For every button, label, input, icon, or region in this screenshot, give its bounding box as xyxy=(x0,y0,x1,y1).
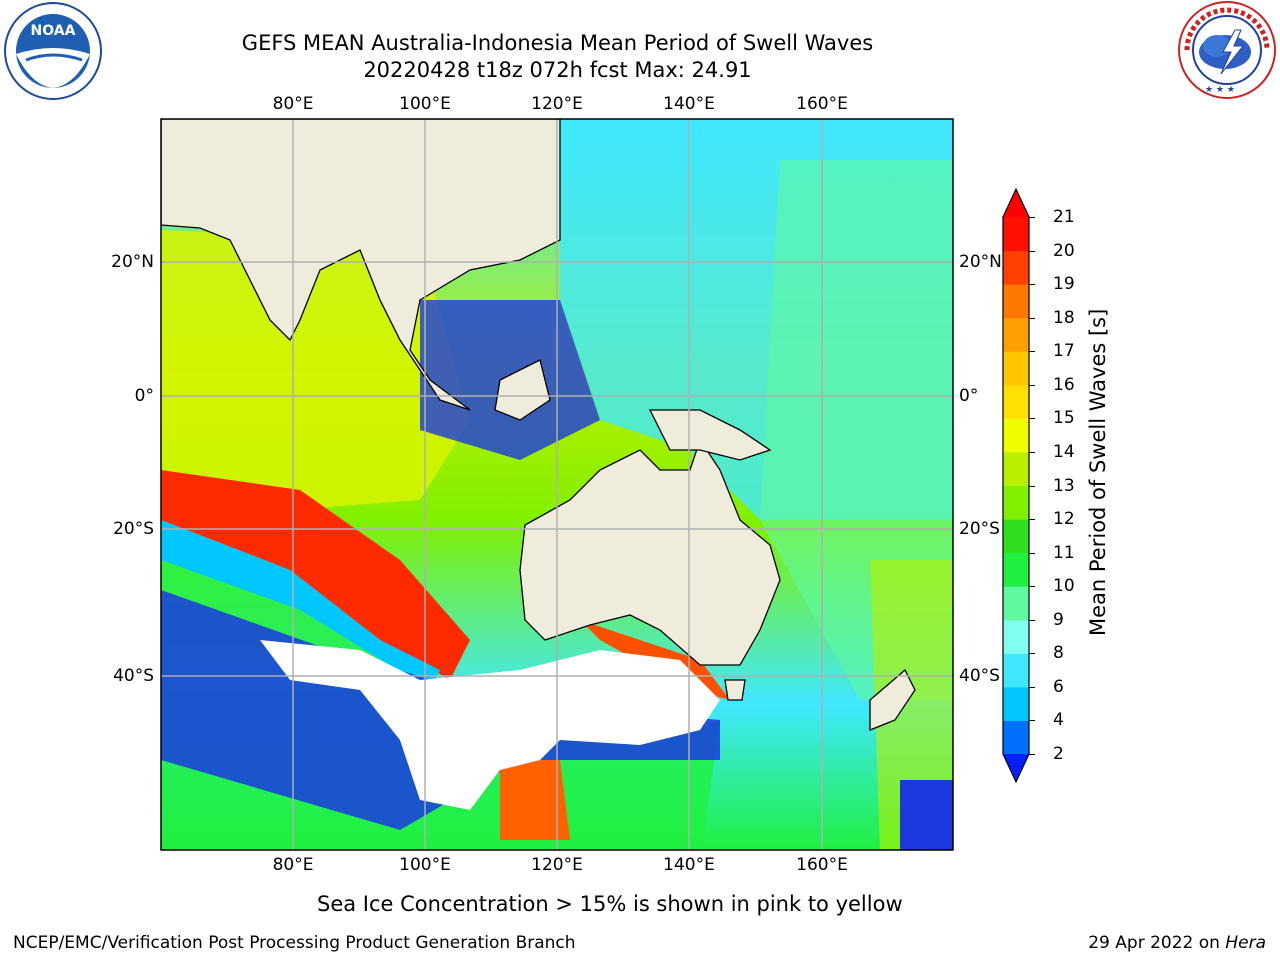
colorbar-tick-mark xyxy=(1029,586,1035,588)
y-tick-right-20s: 20°S xyxy=(959,519,1000,539)
colorbar-swatch-11 xyxy=(1003,351,1029,386)
colorbar-swatch-12 xyxy=(1003,317,1029,352)
y-tick-left-0: 0° xyxy=(134,386,154,406)
colorbar-tick-label: 2 xyxy=(1053,744,1064,764)
colorbar-swatch-2 xyxy=(1003,653,1029,688)
x-tick-top-160e: 160°E xyxy=(796,94,848,114)
new-zealand-landmass xyxy=(869,668,916,731)
chart-subtitle: 20220428 t18z 072h fcst Max: 24.91 xyxy=(363,58,752,82)
x-tick-top-140e: 140°E xyxy=(663,94,715,114)
colorbar-tick-mark xyxy=(1029,754,1035,755)
noaa-logo-text: NOAA xyxy=(31,23,76,39)
colorbar-swatch-0 xyxy=(1003,720,1029,755)
colorbar-swatch-9 xyxy=(1003,418,1029,453)
colorbar-tick-mark xyxy=(1029,250,1035,252)
footer-host: Hera xyxy=(1225,933,1266,953)
colorbar-swatch-13 xyxy=(1003,284,1029,319)
colorbar-tick-label: 20 xyxy=(1053,240,1075,261)
colorbar-under-arrow xyxy=(1003,754,1029,782)
nws-logo: ★ ★ ★ xyxy=(1177,0,1277,100)
colorbar-swatch-7 xyxy=(1003,485,1029,520)
y-tick-right-0: 0° xyxy=(959,386,979,406)
tasmania-landmass xyxy=(724,679,746,701)
colorbar-over-arrow xyxy=(1003,189,1029,217)
x-tick-bottom-100e: 100°E xyxy=(399,855,451,875)
footer-left: NCEP/EMC/Verification Post Processing Pr… xyxy=(13,933,576,953)
x-tick-bottom-120e: 120°E xyxy=(531,855,583,875)
australia-landmass xyxy=(519,438,781,666)
colorbar-tick-label: 8 xyxy=(1053,643,1064,664)
x-tick-top-120e: 120°E xyxy=(531,94,583,114)
colorbar-tick-label: 11 xyxy=(1053,542,1075,563)
colorbar-tick-label: 21 xyxy=(1053,207,1075,227)
colorbar-swatch-5 xyxy=(1003,552,1029,587)
colorbar-tick-mark xyxy=(1029,351,1035,353)
y-tick-right-20n: 20°N xyxy=(959,252,1002,272)
y-tick-right-40s: 40°S xyxy=(959,666,1000,686)
colorbar-label: Mean Period of Swell Waves [s] xyxy=(1086,308,1110,636)
svg-text:★ ★ ★: ★ ★ ★ xyxy=(1205,85,1235,95)
noaa-logo: NOAA xyxy=(4,2,102,100)
x-tick-bottom-160e: 160°E xyxy=(796,855,848,875)
colorbar-tick-label: 4 xyxy=(1053,710,1064,731)
colorbar-tick-mark xyxy=(1029,217,1035,218)
colorbar-tick-mark xyxy=(1029,418,1035,420)
colorbar-swatch-14 xyxy=(1003,250,1029,285)
colorbar-tick-label: 10 xyxy=(1053,576,1075,597)
x-tick-top-80e: 80°E xyxy=(272,94,314,114)
colorbar-swatch-8 xyxy=(1003,451,1029,486)
colorbar-tick-label: 19 xyxy=(1053,274,1075,295)
colorbar-swatch-6 xyxy=(1003,519,1029,554)
colorbar-tick-mark xyxy=(1029,619,1035,621)
colorbar-tick-mark xyxy=(1029,284,1035,286)
colorbar-tick-mark xyxy=(1029,384,1035,386)
y-tick-left-20s: 20°S xyxy=(113,519,154,539)
colorbar-tick-label: 16 xyxy=(1053,374,1075,395)
colorbar-tick-label: 18 xyxy=(1053,307,1075,328)
map-gridlines xyxy=(161,119,953,850)
borneo-landmass xyxy=(494,359,551,421)
colorbar-tick-mark xyxy=(1029,485,1035,487)
colorbar-tick-label: 9 xyxy=(1053,609,1064,630)
colorbar-tick-mark xyxy=(1029,519,1035,521)
chart-title: GEFS MEAN Australia-Indonesia Mean Perio… xyxy=(241,31,874,55)
footer-right: 29 Apr 2022 on Hera xyxy=(1088,933,1266,953)
colorbar-tick-mark xyxy=(1029,451,1035,453)
colorbar-swatches xyxy=(1002,187,1030,784)
colorbar-tick-label: 15 xyxy=(1053,408,1075,429)
colorbar-tick-mark xyxy=(1029,686,1035,688)
colorbar-tick-label: 17 xyxy=(1053,341,1075,362)
colorbar-tick-mark xyxy=(1029,720,1035,722)
x-tick-top-100e: 100°E xyxy=(399,94,451,114)
colorbar-tick-mark xyxy=(1029,552,1035,554)
colorbar-swatch-15 xyxy=(1003,217,1029,252)
colorbar-tick-label: 14 xyxy=(1053,441,1075,462)
colorbar-swatch-10 xyxy=(1003,384,1029,419)
asia-landmass xyxy=(161,119,561,411)
colorbar-tick-mark xyxy=(1029,653,1035,655)
colorbar xyxy=(1002,187,1030,784)
sea-ice-caption: Sea Ice Concentration > 15% is shown in … xyxy=(317,892,903,916)
colorbar-swatch-1 xyxy=(1003,686,1029,721)
colorbar-tick-label: 6 xyxy=(1053,676,1064,697)
y-tick-left-40s: 40°S xyxy=(113,666,154,686)
colorbar-swatch-3 xyxy=(1003,619,1029,654)
y-tick-left-20n: 20°N xyxy=(111,252,154,272)
colorbar-swatch-4 xyxy=(1003,586,1029,621)
map-frame xyxy=(160,118,954,851)
colorbar-tick-label: 12 xyxy=(1053,509,1075,530)
x-tick-bottom-80e: 80°E xyxy=(272,855,314,875)
new-guinea-landmass xyxy=(648,409,772,461)
x-tick-bottom-140e: 140°E xyxy=(663,855,715,875)
colorbar-tick-label: 13 xyxy=(1053,475,1075,496)
colorbar-tick-mark xyxy=(1029,317,1035,319)
footer-date: 29 Apr 2022 on xyxy=(1088,933,1226,953)
